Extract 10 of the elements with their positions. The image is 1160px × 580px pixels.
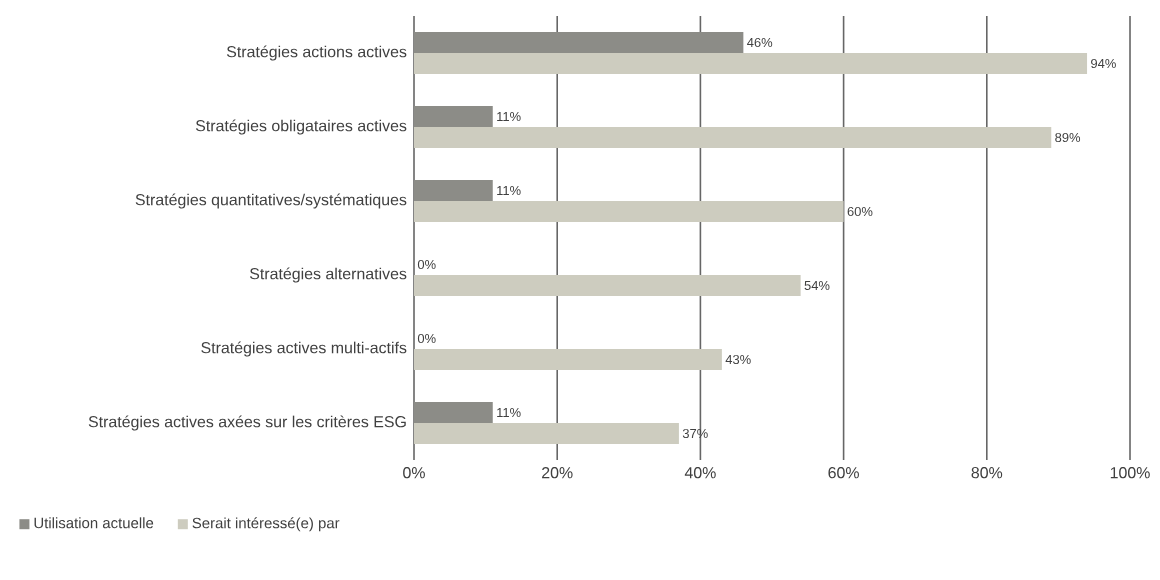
bar (414, 53, 1088, 74)
bar (414, 349, 722, 370)
bar (414, 201, 844, 222)
bar (414, 106, 493, 127)
bar (414, 127, 1052, 148)
bar (414, 402, 493, 423)
bar (414, 275, 801, 296)
bar (414, 180, 493, 201)
bar (414, 32, 744, 53)
bar (414, 423, 679, 444)
